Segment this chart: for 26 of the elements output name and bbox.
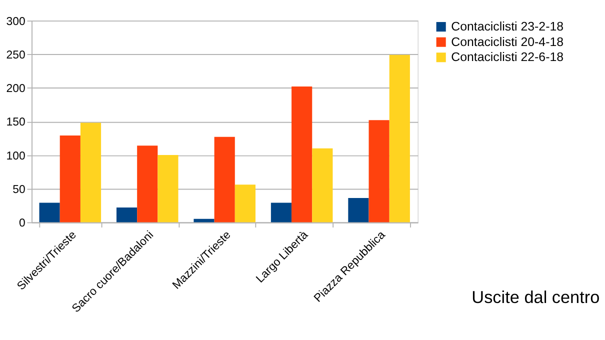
y-tick-label: 250 bbox=[6, 50, 26, 62]
bar bbox=[60, 136, 80, 222]
bar bbox=[39, 202, 60, 222]
y-tick-label: 200 bbox=[6, 83, 26, 96]
bar bbox=[389, 54, 410, 222]
y-tick-label: 300 bbox=[6, 16, 26, 28]
bar bbox=[158, 155, 178, 222]
bar bbox=[116, 207, 138, 222]
bar bbox=[80, 122, 102, 222]
bar bbox=[348, 198, 369, 222]
bar bbox=[234, 184, 256, 222]
bar bbox=[194, 218, 214, 222]
legend-label: Contaciclisti 20-4-18 bbox=[451, 34, 564, 49]
legend-label: Contaciclisti 22-6-18 bbox=[451, 50, 564, 64]
bar bbox=[312, 148, 333, 222]
y-tick-label: 150 bbox=[6, 116, 26, 129]
legend-label: Contaciclisti 23-2-18 bbox=[451, 20, 564, 34]
y-tick-label: 50 bbox=[12, 184, 26, 196]
bar bbox=[368, 120, 390, 222]
bar bbox=[137, 146, 158, 222]
bar bbox=[214, 136, 235, 222]
x-axis-title: Uscite dal centro bbox=[472, 287, 600, 308]
bar bbox=[270, 202, 292, 222]
y-tick-label: 0 bbox=[18, 218, 26, 230]
bar bbox=[292, 86, 312, 222]
y-tick-label: 100 bbox=[6, 150, 26, 162]
